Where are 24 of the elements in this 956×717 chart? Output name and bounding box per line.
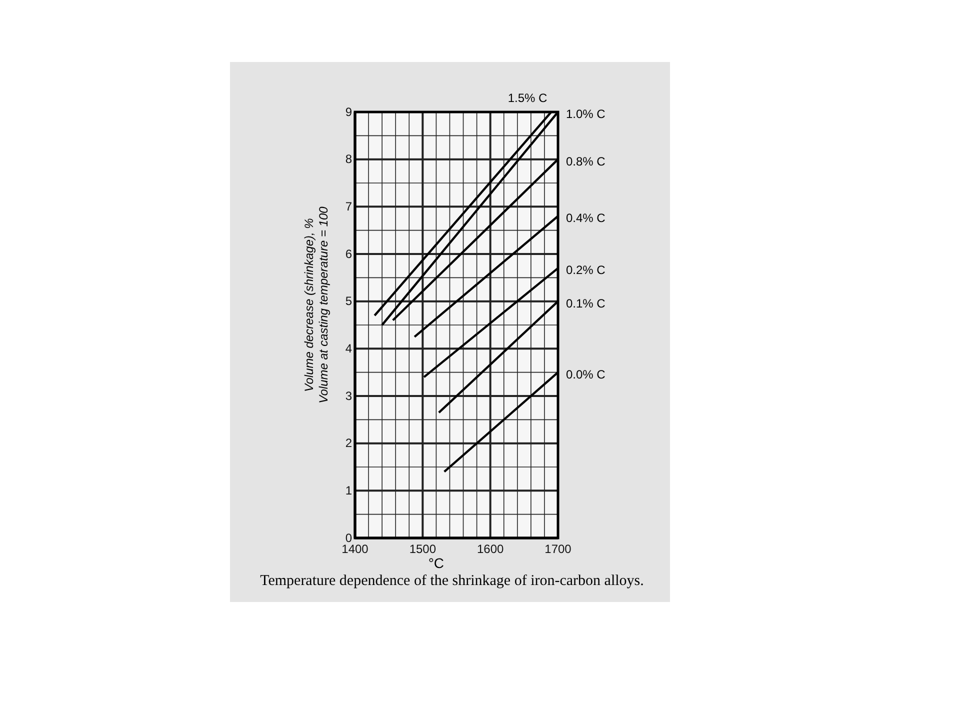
y-tick-label: 4 [345,342,352,356]
x-tick-label: 1400 [342,542,369,556]
x-tick-label: 1700 [544,542,572,556]
x-tick-label: 1600 [476,542,504,556]
y-tick-label: 2 [345,436,352,450]
series-label: 0.2% C [566,263,606,278]
text: Temperature dependence of the shrinkage of iron-carbon alloys. [260,573,644,589]
y-tick-label: 0 [345,530,352,545]
y-axis-title: Volume decrease (shrinkage), % Volume at casting temperature = 100 [302,206,330,404]
y-tick-label: 8 [345,152,352,166]
y-tick-label: 9 [345,104,352,119]
y-tick-label: 6 [345,246,352,261]
series-label: 0.4% C [566,211,606,226]
series-label: 1.0% C [566,107,606,121]
series-label: 1.5% C [508,91,548,105]
y-tick-label: 5 [345,294,352,308]
y-tick-label: 3 [345,388,352,403]
y-tick-label: 1 [345,484,352,498]
x-tick-label: 1500 [409,542,436,556]
y-tick-label: 7 [345,200,352,214]
x-axis-title: °C [428,555,444,571]
series-label: 0.0% C [566,367,606,382]
series-label: 0.1% C [566,296,606,310]
series-label: 0.8% C [566,154,606,168]
